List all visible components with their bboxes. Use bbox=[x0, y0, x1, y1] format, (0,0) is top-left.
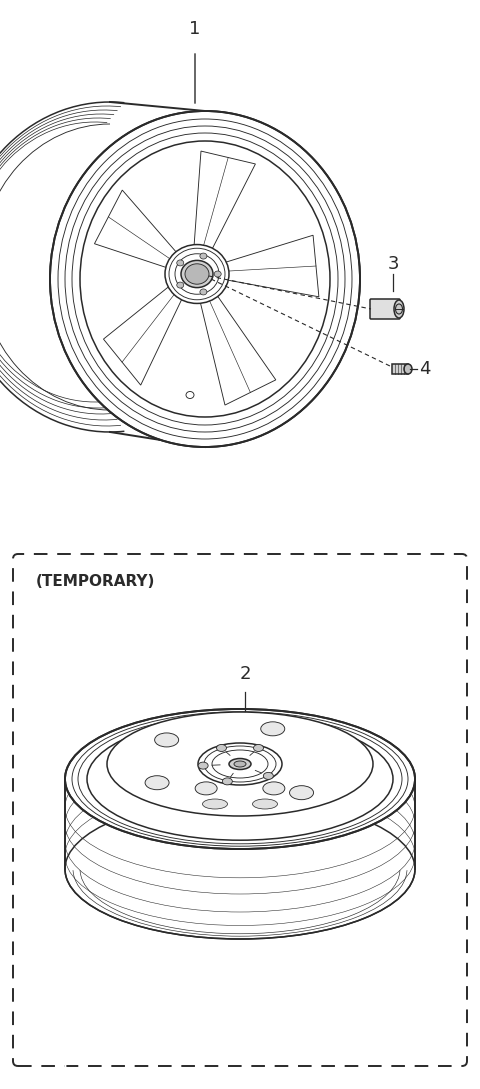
Ellipse shape bbox=[289, 785, 313, 799]
Ellipse shape bbox=[396, 304, 403, 314]
Ellipse shape bbox=[264, 772, 273, 780]
Ellipse shape bbox=[203, 799, 228, 809]
Ellipse shape bbox=[252, 799, 277, 809]
Ellipse shape bbox=[214, 271, 221, 277]
Text: 4: 4 bbox=[419, 360, 431, 378]
Ellipse shape bbox=[155, 733, 179, 747]
Polygon shape bbox=[194, 151, 255, 250]
Polygon shape bbox=[223, 235, 319, 297]
Text: 3: 3 bbox=[387, 255, 399, 273]
Ellipse shape bbox=[253, 745, 264, 751]
Ellipse shape bbox=[185, 264, 209, 284]
Text: (TEMPORARY): (TEMPORARY) bbox=[36, 574, 156, 589]
Ellipse shape bbox=[186, 392, 194, 399]
Ellipse shape bbox=[229, 759, 251, 770]
Text: 2: 2 bbox=[239, 665, 251, 683]
Polygon shape bbox=[104, 285, 182, 386]
Ellipse shape bbox=[177, 260, 184, 266]
Ellipse shape bbox=[263, 782, 285, 795]
Ellipse shape bbox=[177, 282, 184, 289]
Ellipse shape bbox=[198, 743, 282, 785]
Ellipse shape bbox=[195, 782, 217, 795]
Ellipse shape bbox=[181, 260, 213, 287]
Ellipse shape bbox=[50, 111, 360, 446]
Ellipse shape bbox=[145, 775, 169, 790]
Bar bbox=[65, 779, 415, 869]
Ellipse shape bbox=[394, 299, 404, 318]
Ellipse shape bbox=[234, 761, 246, 767]
Ellipse shape bbox=[404, 364, 412, 374]
Ellipse shape bbox=[65, 709, 415, 849]
Ellipse shape bbox=[80, 140, 330, 417]
Ellipse shape bbox=[216, 745, 227, 751]
Polygon shape bbox=[200, 294, 276, 405]
Ellipse shape bbox=[165, 245, 229, 304]
Ellipse shape bbox=[200, 253, 207, 259]
Bar bbox=[392, 364, 408, 374]
Ellipse shape bbox=[198, 762, 208, 769]
Ellipse shape bbox=[222, 778, 232, 785]
Ellipse shape bbox=[107, 712, 373, 816]
FancyBboxPatch shape bbox=[370, 299, 400, 319]
Ellipse shape bbox=[200, 289, 207, 295]
Ellipse shape bbox=[261, 722, 285, 736]
Text: 1: 1 bbox=[189, 20, 201, 38]
Polygon shape bbox=[95, 191, 178, 268]
Ellipse shape bbox=[65, 799, 415, 939]
FancyBboxPatch shape bbox=[13, 554, 467, 1066]
